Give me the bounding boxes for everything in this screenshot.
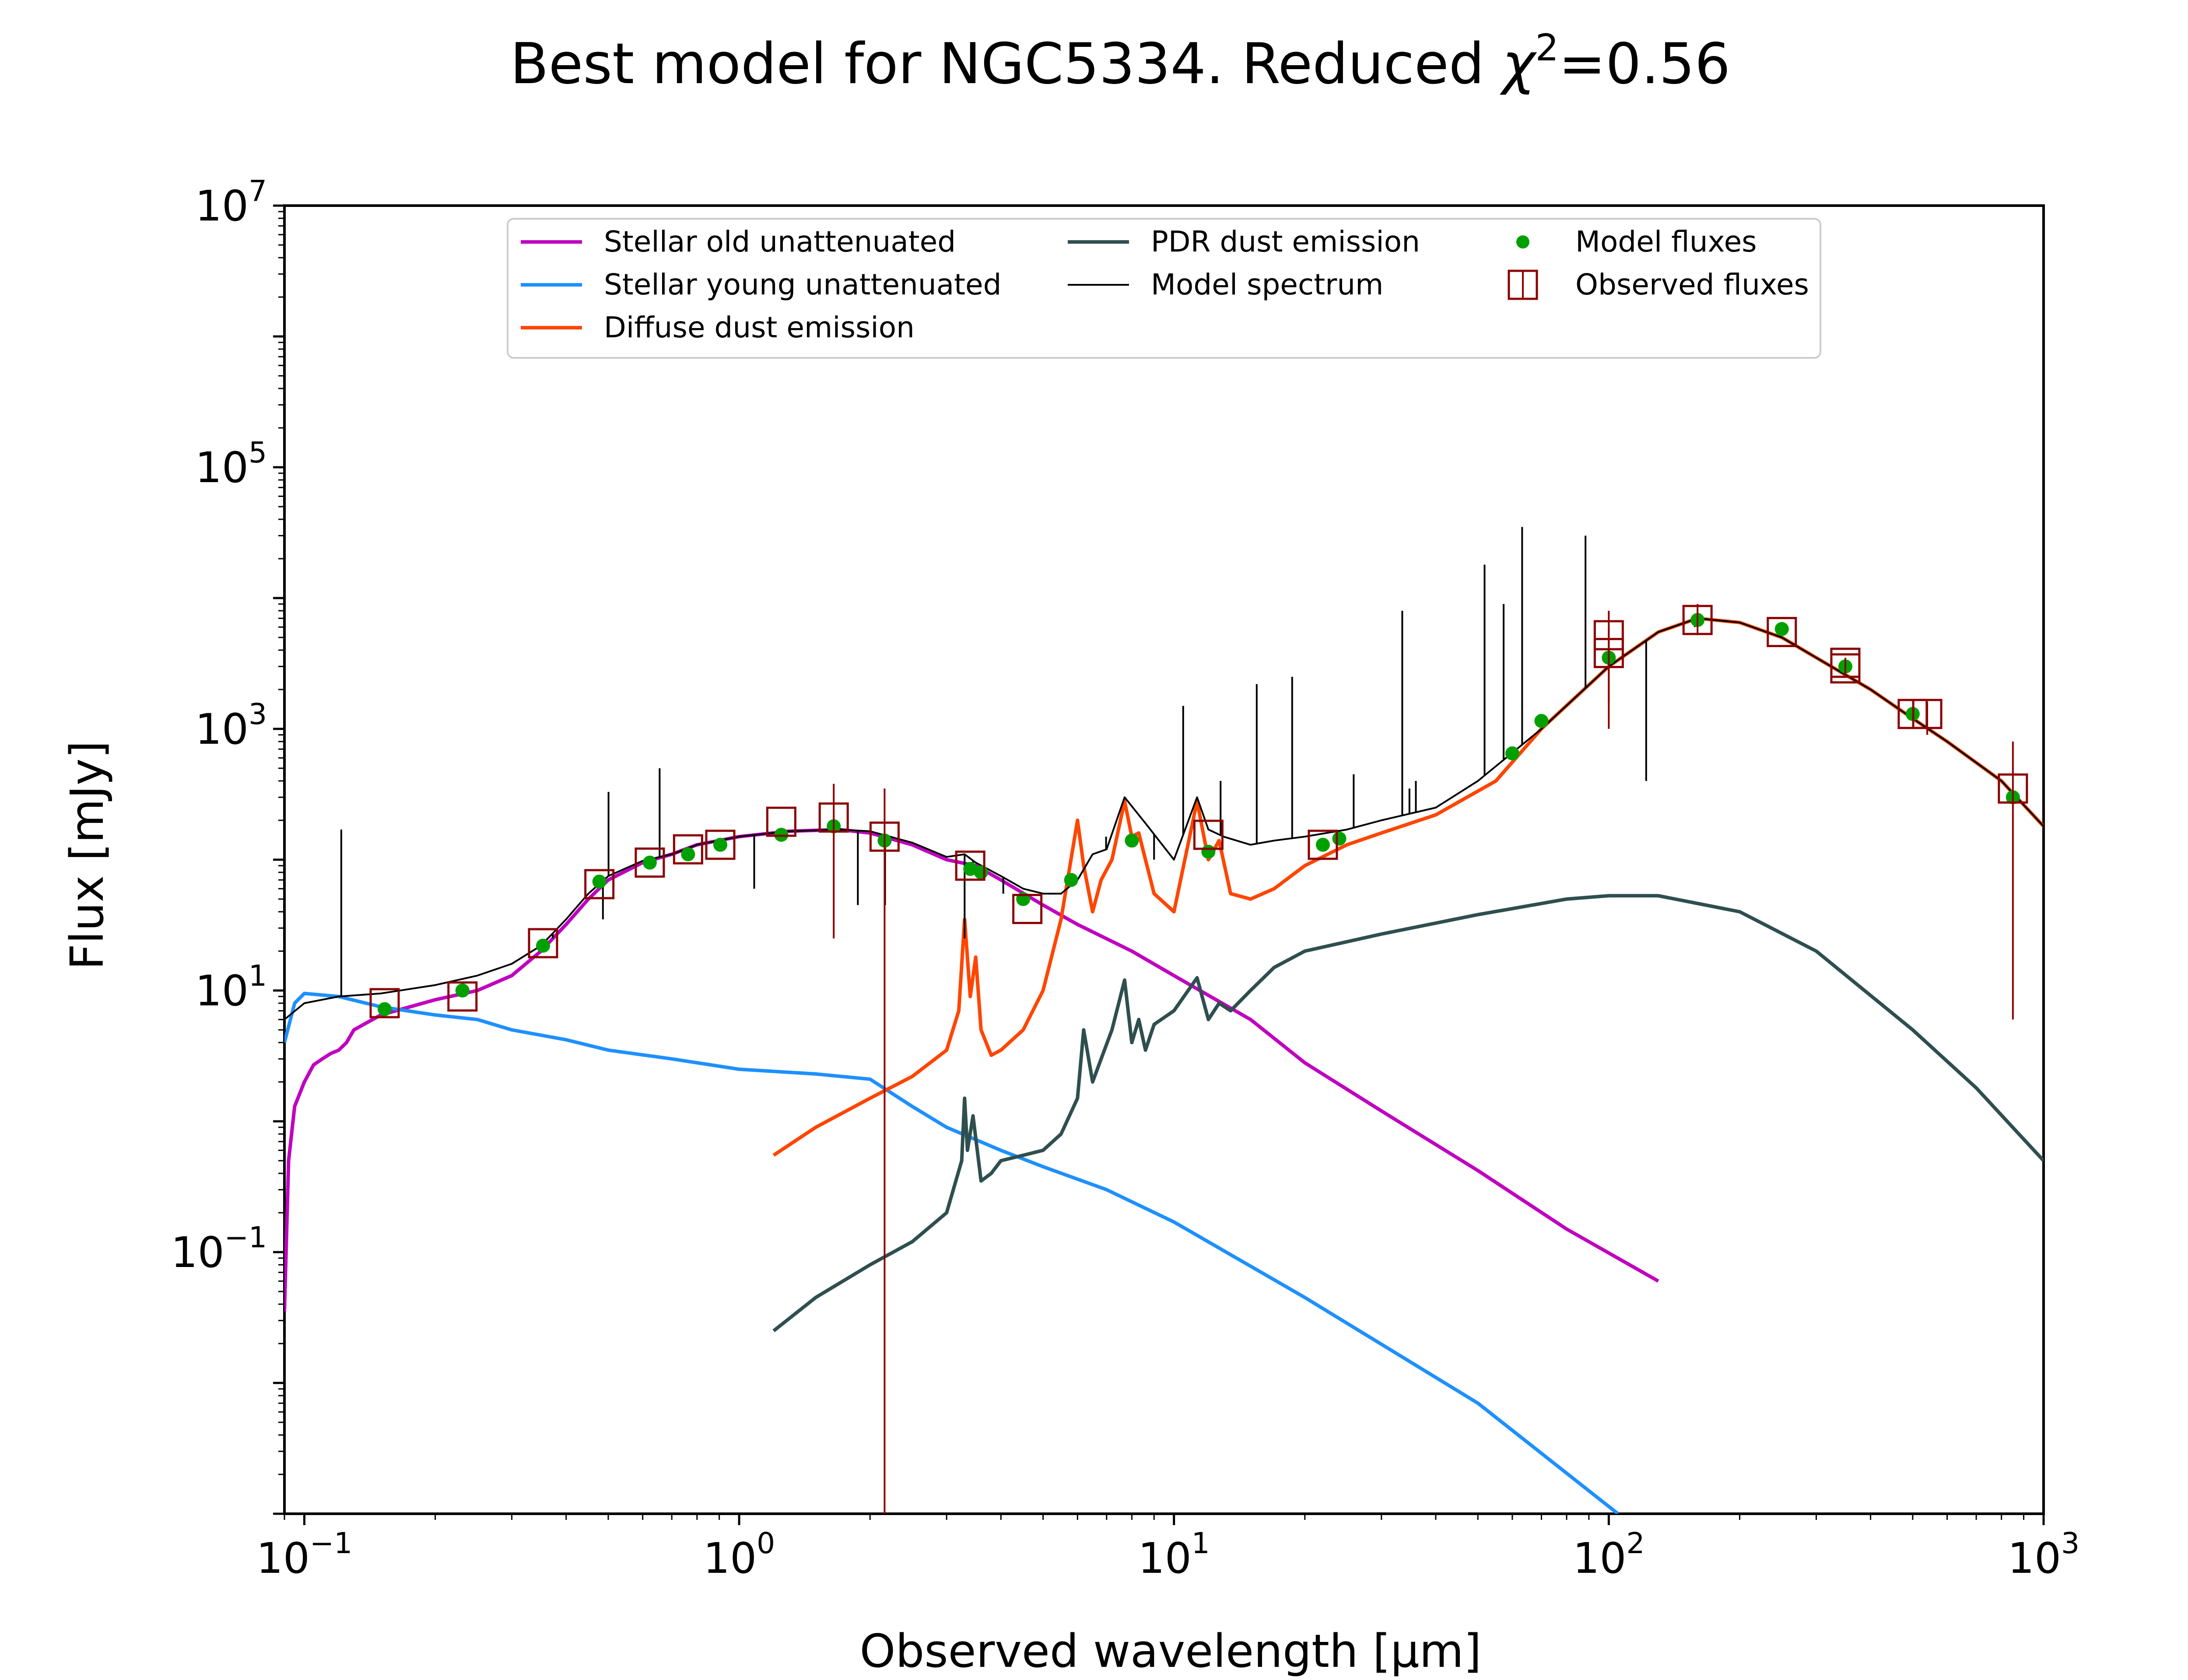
legend-swatch xyxy=(1516,235,1529,248)
observed-flux-box xyxy=(705,830,736,860)
model-flux-point xyxy=(536,938,550,953)
legend-label: Model fluxes xyxy=(1575,225,1757,259)
legend-swatch xyxy=(1508,270,1538,300)
legend-label: Model spectrum xyxy=(1151,268,1383,301)
model-spectrum-line xyxy=(284,617,2044,1020)
y-axis: 10−1 101 103 105 107 xyxy=(171,174,284,1515)
legend-entry: Model spectrum xyxy=(1068,268,1383,301)
pdr-dust-emission-line xyxy=(772,894,2044,1333)
legend-label: Stellar young unattenuated xyxy=(604,268,1002,301)
observed-flux-box xyxy=(1767,617,1797,648)
legend-entry: PDR dust emission xyxy=(1068,225,1420,259)
observed-flux-box xyxy=(528,928,558,959)
legend-entry: Diffuse dust emission xyxy=(521,311,915,344)
y-tick-label: 101 xyxy=(195,959,267,1015)
y-tick-label: 10−1 xyxy=(171,1221,267,1277)
model-flux-point xyxy=(963,862,978,876)
model-flux-point xyxy=(1125,833,1139,848)
legend: Stellar old unattenuated Stellar young un… xyxy=(507,218,1821,359)
model-flux-point xyxy=(1534,714,1549,728)
model-flux-point xyxy=(681,847,695,861)
model-flux-point xyxy=(377,1002,392,1016)
plot-frame xyxy=(283,204,2045,1515)
x-tick-label: 10−1 xyxy=(256,1526,352,1583)
observed-flux-box xyxy=(1193,819,1224,850)
series-layer xyxy=(284,527,2044,1514)
legend-frame xyxy=(507,218,1821,359)
model-flux-point xyxy=(592,875,607,889)
observed-flux-box xyxy=(584,869,615,900)
model-flux-point xyxy=(1505,746,1519,760)
legend-entry: Stellar old unattenuated xyxy=(521,225,956,259)
model-flux-point xyxy=(642,855,657,870)
observed-flux-box xyxy=(1682,605,1713,635)
legend-label: Diffuse dust emission xyxy=(604,311,915,344)
x-axis: 10−1 100 101 102 103 xyxy=(256,1514,2079,1583)
x-tick-label: 103 xyxy=(2008,1526,2079,1583)
model-flux-point xyxy=(1332,831,1346,846)
legend-label: PDR dust emission xyxy=(1151,225,1420,259)
legend-entry: Observed fluxes xyxy=(1508,268,1809,301)
stellar-old-unattenuated-line xyxy=(284,828,1659,1312)
observed-flux-box xyxy=(1998,773,2028,804)
x-axis-label: Observed wavelength [μm] xyxy=(860,1624,1482,1678)
observed-flux-box xyxy=(635,847,665,878)
model-flux-point xyxy=(974,865,988,879)
model-flux-point xyxy=(713,837,728,852)
model-flux-point xyxy=(1201,844,1216,859)
observed-flux-box xyxy=(955,850,985,881)
observed-flux-box xyxy=(1830,653,1861,684)
y-axis-label: Flux [mJy] xyxy=(60,741,114,970)
y-tick-label: 107 xyxy=(195,174,267,231)
model-flux-point xyxy=(1064,873,1078,887)
y-tick-label: 103 xyxy=(195,697,267,754)
observed-flux-box xyxy=(1012,894,1043,924)
observed-flux-box xyxy=(1308,830,1338,860)
observed-flux-box xyxy=(369,988,400,1018)
legend-entry: Model fluxes xyxy=(1516,225,1757,259)
plot-area xyxy=(283,204,2045,1515)
legend-entry: Stellar young unattenuated xyxy=(521,268,1002,301)
model-flux-point xyxy=(455,984,470,998)
observed-flux-box xyxy=(1593,638,1624,668)
x-tick-label: 102 xyxy=(1573,1526,1645,1583)
observed-flux-box xyxy=(1912,699,1943,729)
x-tick-label: 101 xyxy=(1138,1526,1210,1583)
legend-label: Stellar old unattenuated xyxy=(604,225,956,259)
chart-title: Best model for NGC5334. Reduced χ2=0.56 xyxy=(510,26,1730,97)
legend-label: Observed fluxes xyxy=(1575,268,1809,301)
stellar-young-unattenuated-line xyxy=(284,991,1619,1514)
x-tick-label: 100 xyxy=(703,1526,775,1583)
observed-flux-box xyxy=(447,981,478,1012)
model-flux-point xyxy=(1774,622,1789,636)
y-tick-label: 105 xyxy=(195,436,267,492)
observed-flux-box xyxy=(869,821,900,852)
observed-flux-box xyxy=(673,834,703,864)
observed-flux-box xyxy=(818,802,849,833)
observed-flux-box xyxy=(766,806,796,837)
model-flux-point xyxy=(1315,837,1330,852)
